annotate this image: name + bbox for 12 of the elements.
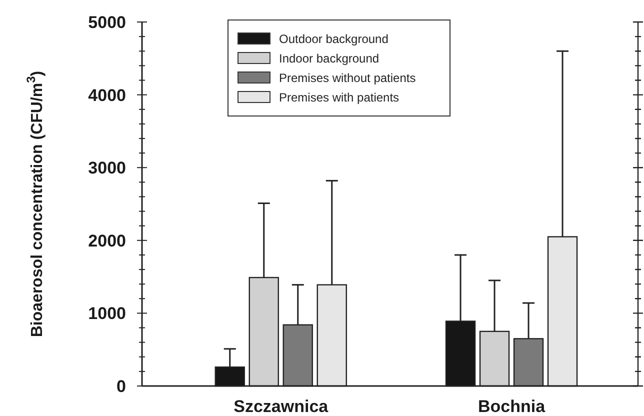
y-tick-label: 3000: [88, 158, 126, 178]
legend-label: Premises without patients: [279, 71, 416, 86]
x-tick-label: Bochnia: [478, 397, 546, 416]
x-tick-label: Szczawnica: [234, 397, 329, 416]
y-tick-label: 5000: [88, 12, 126, 32]
y-tick-label: 1000: [88, 304, 126, 324]
legend-label: Indoor background: [279, 52, 380, 66]
y-tick-label: 2000: [88, 231, 126, 250]
y-tick-label: 0: [116, 376, 126, 396]
y-tick-label: 4000: [88, 86, 126, 105]
legend-label: Premises with patients: [279, 90, 400, 105]
legend-label: Outdoor background: [279, 32, 388, 46]
